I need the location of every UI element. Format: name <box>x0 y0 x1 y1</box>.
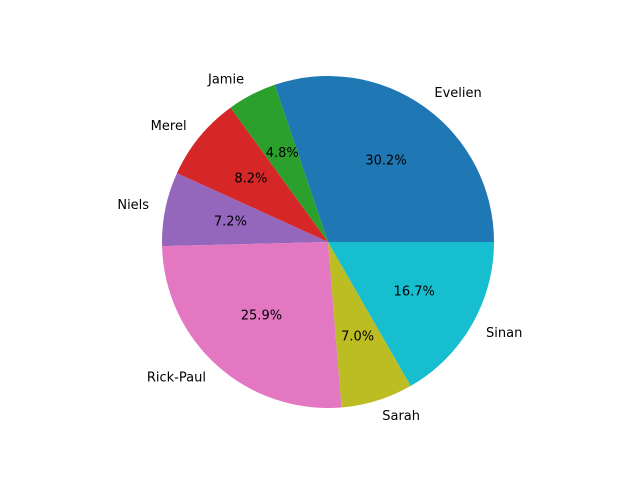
pie-label-merel: Merel <box>151 119 187 134</box>
pie-pct-evelien: 30.2% <box>365 154 406 169</box>
pie-pct-sinan: 16.7% <box>394 284 435 299</box>
pie-slice-niels <box>162 173 328 247</box>
pie-slice-merel <box>176 107 328 242</box>
pie-label-niels: Niels <box>117 198 149 213</box>
pie-label-evelien: Evelien <box>434 86 481 101</box>
pie-slice-rick-paul <box>162 242 342 408</box>
pie-labels: Evelien 30.2% Jamie 4.8% Merel 8.2% Niels 7.2% R… <box>117 72 522 424</box>
pie-label-sinan: Sinan <box>486 326 522 341</box>
pie-slice-sinan <box>328 242 494 386</box>
pie-pct-merel: 8.2% <box>234 171 267 186</box>
pie-slice-jamie <box>230 84 328 243</box>
pie-slice-sarah <box>328 242 411 408</box>
pie-label-sarah: Sarah <box>382 409 420 424</box>
pie-slice-evelien <box>274 76 494 243</box>
pie-pct-rick-paul: 25.9% <box>241 309 282 324</box>
pie-slices <box>162 76 494 408</box>
pie-label-rick-paul: Rick-Paul <box>147 370 206 385</box>
pie-pct-jamie: 4.8% <box>266 146 299 161</box>
pie-label-jamie: Jamie <box>207 72 244 87</box>
pie-pct-sarah: 7.0% <box>341 330 374 345</box>
pie-pct-niels: 7.2% <box>214 215 247 230</box>
